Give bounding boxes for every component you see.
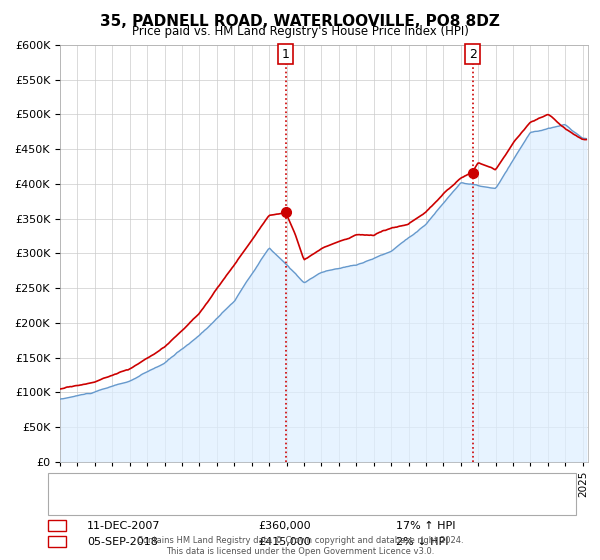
Text: Price paid vs. HM Land Registry's House Price Index (HPI): Price paid vs. HM Land Registry's House … [131, 25, 469, 38]
Text: £360,000: £360,000 [258, 521, 311, 531]
Text: ————: ———— [54, 493, 104, 507]
Text: 2: 2 [53, 536, 61, 547]
Text: 35, PADNELL ROAD, WATERLOOVILLE, PO8 8DZ (detached house): 35, PADNELL ROAD, WATERLOOVILLE, PO8 8DZ… [90, 478, 430, 488]
Text: Contains HM Land Registry data © Crown copyright and database right 2024.
This d: Contains HM Land Registry data © Crown c… [137, 536, 463, 556]
Text: HPI: Average price, detached house, Havant: HPI: Average price, detached house, Hava… [90, 495, 320, 505]
Text: £415,000: £415,000 [258, 536, 311, 547]
Text: 17% ↑ HPI: 17% ↑ HPI [396, 521, 455, 531]
Text: 1: 1 [53, 521, 61, 531]
Text: ————: ———— [54, 477, 104, 490]
Text: 11-DEC-2007: 11-DEC-2007 [87, 521, 161, 531]
Text: 2: 2 [469, 48, 476, 60]
Text: 05-SEP-2018: 05-SEP-2018 [87, 536, 158, 547]
Text: 35, PADNELL ROAD, WATERLOOVILLE, PO8 8DZ: 35, PADNELL ROAD, WATERLOOVILLE, PO8 8DZ [100, 14, 500, 29]
Text: 1: 1 [282, 48, 290, 60]
Text: 2% ↓ HPI: 2% ↓ HPI [396, 536, 448, 547]
